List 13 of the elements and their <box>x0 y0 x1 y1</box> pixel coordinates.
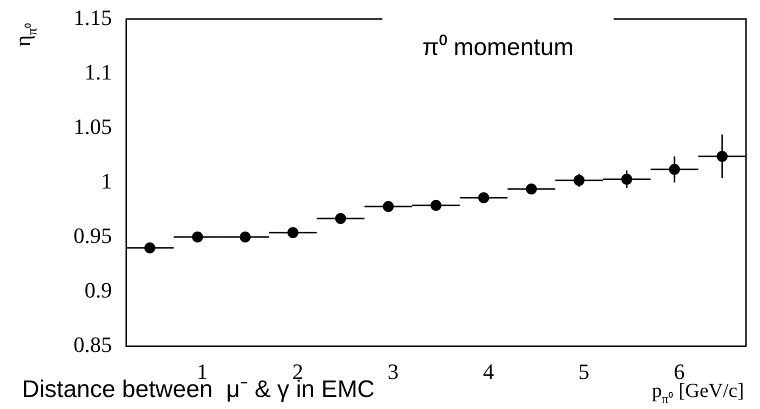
y-tick-label: 1.05 <box>74 114 112 139</box>
y-tick-label: 1.15 <box>74 4 112 30</box>
y-tick-label: 0.95 <box>74 222 112 248</box>
y-tick-label: 0.85 <box>74 332 112 357</box>
x-tick-label: 5 <box>578 358 590 384</box>
y-axis-title: ηπ⁰ <box>10 22 41 47</box>
y-tick-label: 1.1 <box>84 59 112 84</box>
x-tick-label: 6 <box>674 358 685 384</box>
y-tick-label: 1 <box>101 168 112 194</box>
x-tick-label: 4 <box>482 358 494 384</box>
text: π⁰ momentum <box>422 34 574 61</box>
y-tick-label: 0.9 <box>84 277 112 302</box>
x-tick-label: 3 <box>388 358 399 384</box>
